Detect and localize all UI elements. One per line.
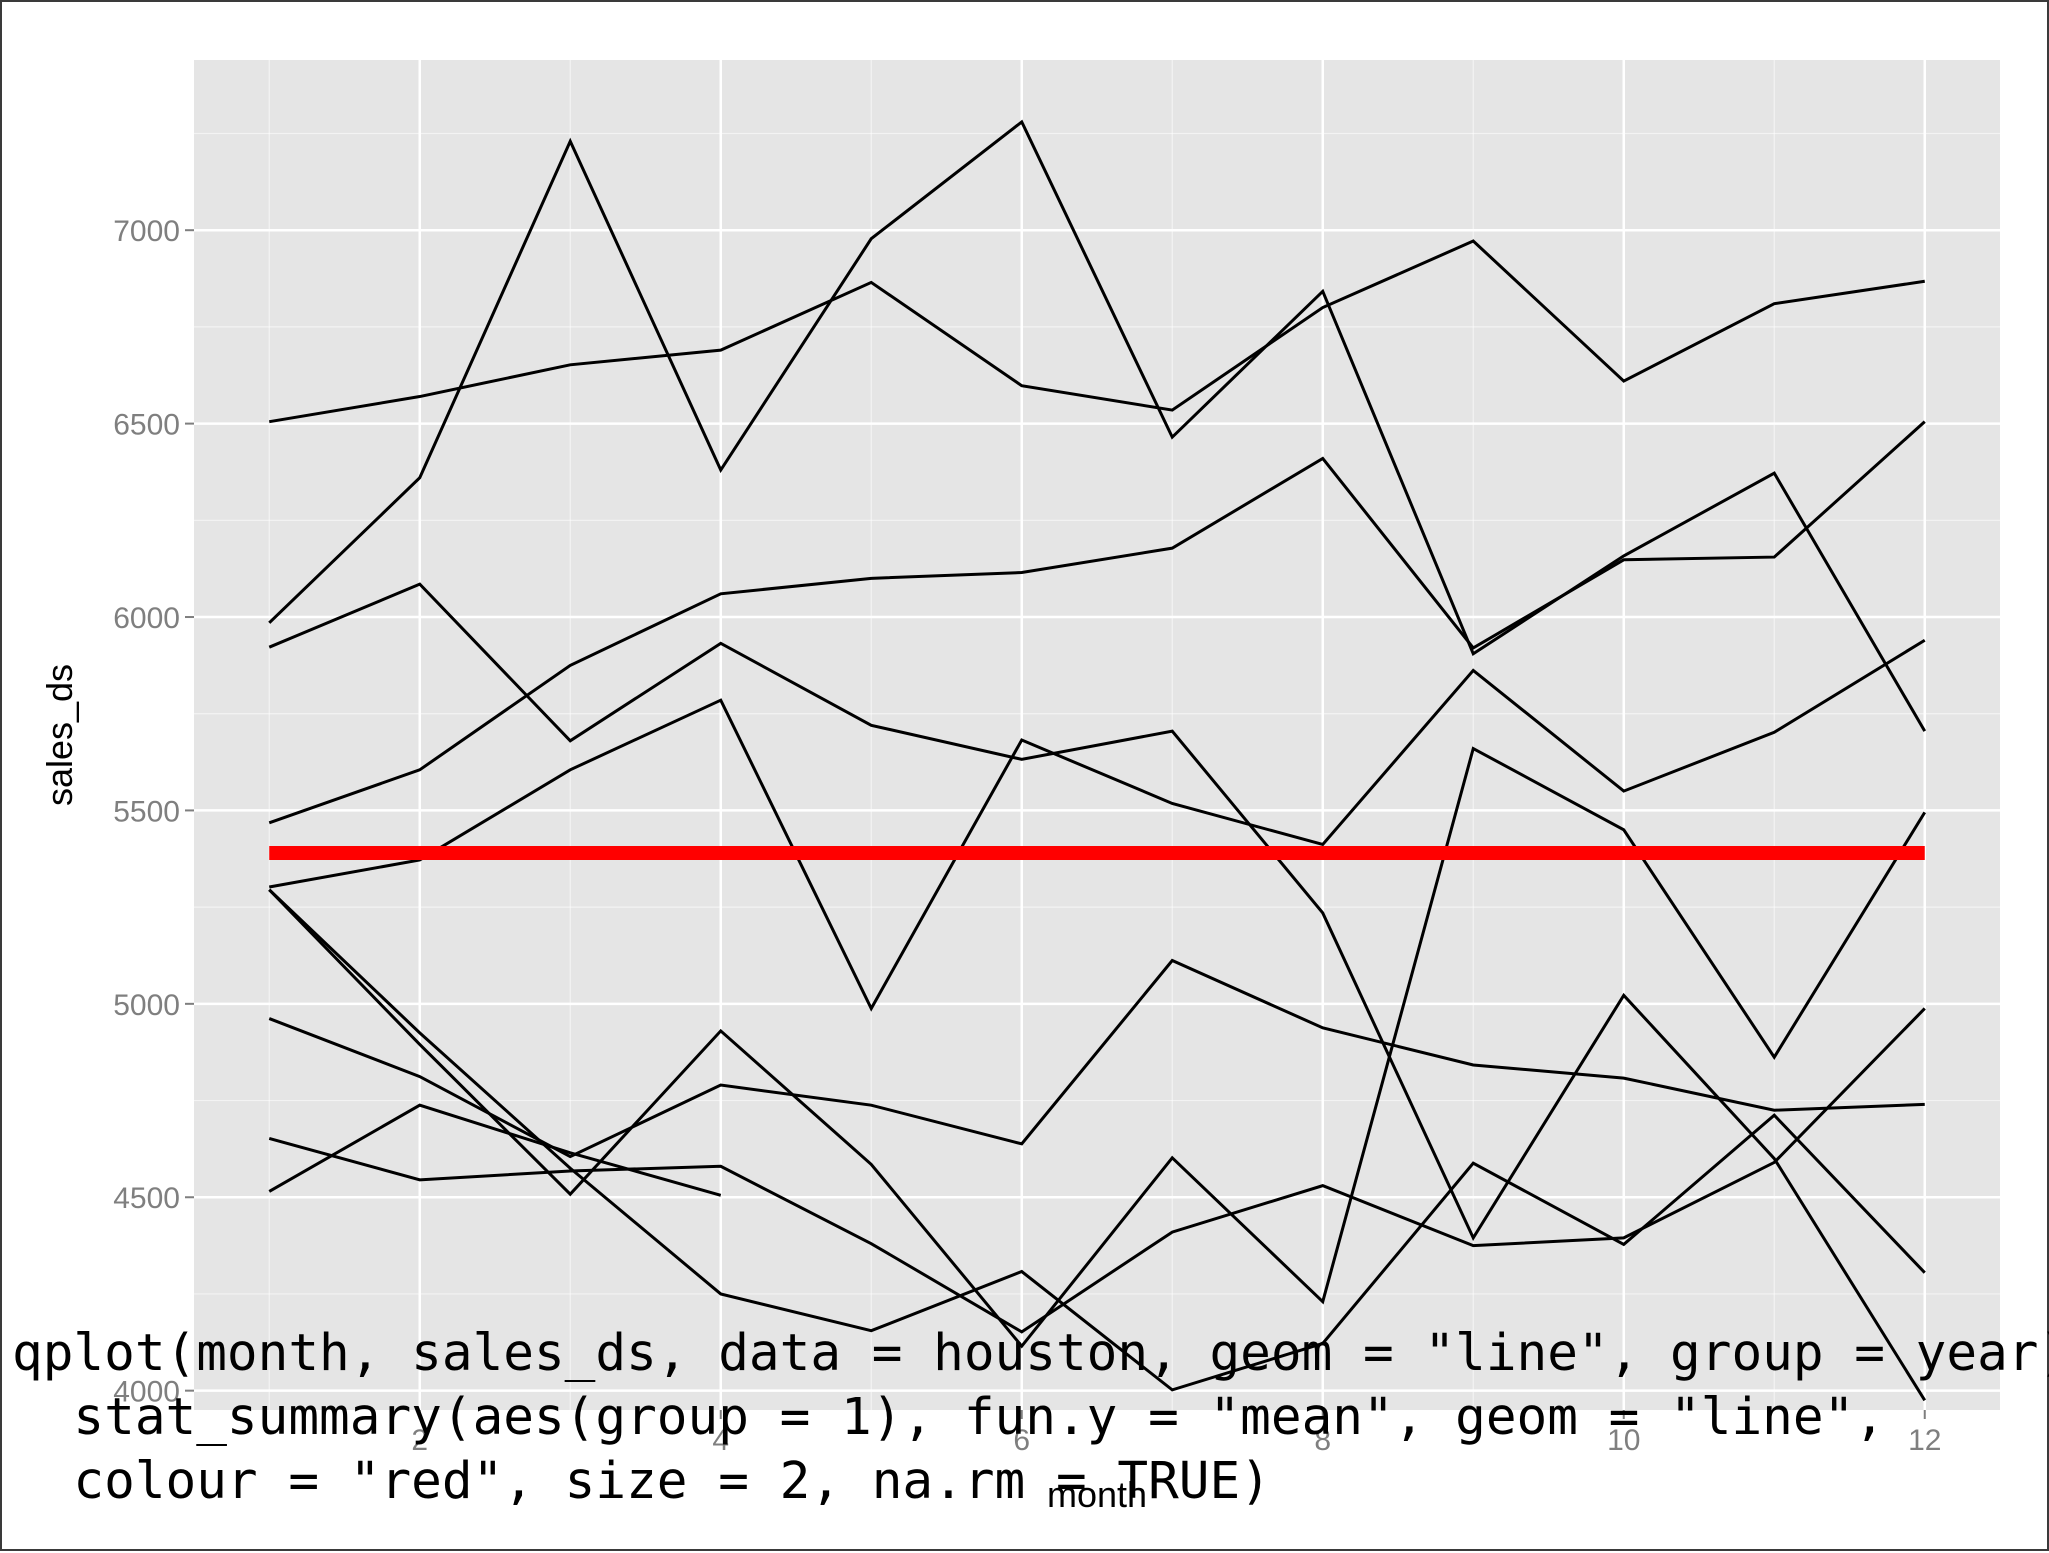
y-tick-label: 4000	[113, 1376, 180, 1409]
y-tick-label: 6500	[113, 409, 180, 442]
x-axis-title: month	[1047, 1474, 1147, 1515]
series-lines	[268, 119, 1927, 1402]
code-line-3: colour = "red", size = 2, na.rm = TRUE)	[12, 1452, 1271, 1511]
code-caption: qplot(month, sales_ds, data = houston, g…	[12, 1322, 2049, 1514]
x-tick-label: 8	[1314, 1424, 1331, 1457]
y-tick-label: 6000	[113, 602, 180, 635]
y-tick-label: 7000	[113, 215, 180, 248]
series-line-5	[268, 638, 1926, 1012]
y-axis-ticks: 4000 4500 5000 5500 6000 6500 7000	[113, 215, 194, 1409]
code-line-2: stat_summary(aes(group = 1), fun.y = "me…	[12, 1388, 1885, 1447]
minor-gridlines	[194, 60, 2000, 1410]
x-tick-label: 2	[411, 1424, 428, 1457]
series-line-6	[268, 746, 1927, 1349]
code-line-1: qplot(month, sales_ds, data = houston, g…	[12, 1324, 2049, 1383]
x-tick-label: 12	[1908, 1424, 1941, 1457]
series-line-10	[268, 1103, 722, 1197]
major-gridlines	[194, 60, 2000, 1410]
series-line-4	[268, 420, 1926, 825]
series-line-3	[268, 582, 1927, 1402]
y-tick-label: 5500	[113, 795, 180, 828]
x-tick-label: 10	[1607, 1424, 1640, 1457]
x-axis-ticks: 2 4 6 8 10 12	[411, 1410, 1941, 1457]
y-tick-label: 4500	[113, 1182, 180, 1215]
plot-panel	[194, 60, 2000, 1410]
series-line-2	[268, 119, 1927, 732]
x-tick-label: 4	[712, 1424, 729, 1457]
y-tick-label: 5000	[113, 989, 180, 1022]
y-axis-title: sales_ds	[39, 664, 80, 806]
x-tick-label: 6	[1013, 1424, 1030, 1457]
series-line-1	[269, 239, 1925, 424]
series-line-9	[268, 1007, 1926, 1334]
